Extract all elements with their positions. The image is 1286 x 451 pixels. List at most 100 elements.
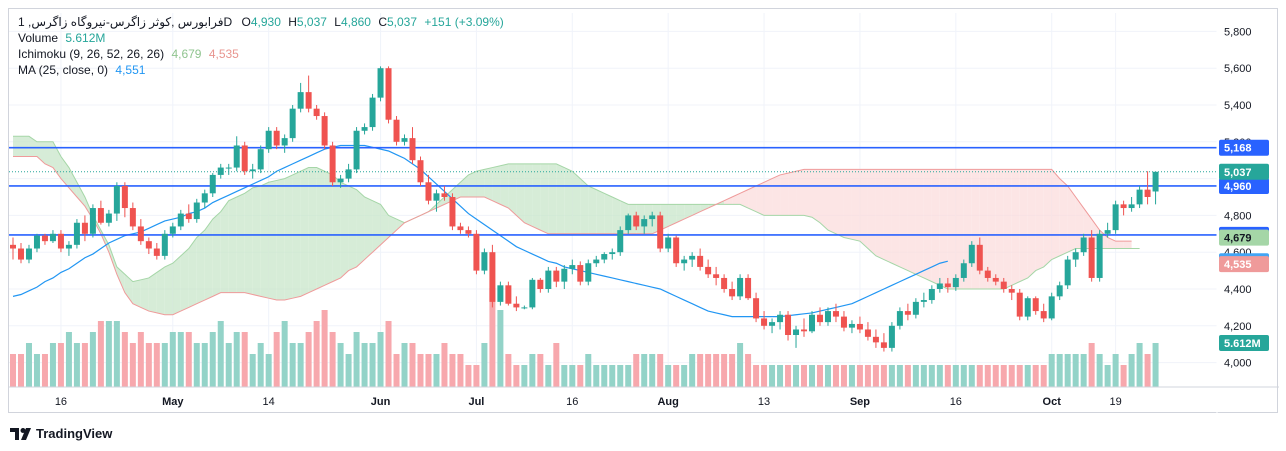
volume-bar [249, 354, 256, 387]
candle-body [968, 244, 975, 264]
volume-bar [777, 365, 784, 387]
legend-change: +151 (+3.09%) [424, 15, 504, 29]
tradingview-brand[interactable]: TradingView [10, 426, 112, 441]
volume-bar [968, 365, 975, 387]
legend-ma-row[interactable]: MA (25, close, 0) 4,551 [18, 62, 504, 78]
volume-bar [1096, 354, 1103, 387]
volume-bar [1104, 365, 1111, 387]
volume-bar [705, 354, 712, 387]
volume-bar [73, 343, 80, 387]
volume-bar [57, 343, 64, 387]
candle-body [872, 336, 879, 343]
candle-body [801, 329, 808, 332]
x-tick-label: 16 [55, 396, 67, 408]
candle-body [1000, 281, 1007, 289]
legend-volume-row[interactable]: Volume 5.612M [18, 30, 504, 46]
volume-bar [745, 354, 752, 387]
ichimoku-cloud-segment [899, 169, 908, 271]
volume-bar [529, 354, 536, 387]
volume-bar [1064, 354, 1071, 387]
ichimoku-cloud-segment [484, 167, 493, 201]
chart-frame[interactable]: 5,8005,6005,4005,2005,0004,8004,6004,400… [8, 8, 1279, 414]
x-tick-label: 16 [950, 396, 962, 408]
volume-bar [912, 365, 919, 387]
volume-bar [1072, 354, 1079, 387]
y-tick-label: 4,400 [1224, 284, 1252, 296]
y-tick-label: 4,000 [1224, 358, 1252, 370]
tradingview-logo-icon [10, 427, 31, 440]
ichimoku-cloud-segment [684, 204, 693, 220]
y-tick-label: 4,200 [1224, 321, 1252, 333]
candle-body [769, 322, 776, 326]
x-tick-label: Aug [657, 396, 678, 408]
volume-bar [729, 354, 736, 387]
ichimoku-cloud-segment [923, 169, 932, 282]
volume-bar [1144, 354, 1151, 387]
legend-ichimoku-row[interactable]: Ichimoku (9, 26, 52, 26, 26) 4,679 4,535 [18, 46, 504, 62]
volume-bar [545, 365, 552, 387]
volume-price-label-bg [1219, 335, 1269, 351]
ichimoku-cloud-segment [859, 169, 868, 249]
candle-body [1064, 259, 1071, 286]
volume-bar [441, 343, 448, 387]
ichimoku-cloud-segment [332, 174, 341, 282]
candle-body [880, 342, 887, 348]
ichimoku-cloud-segment [1059, 178, 1068, 256]
ichimoku-cloud-segment [995, 169, 1004, 289]
candle-body [960, 263, 967, 278]
ichimoku-cloud-segment [612, 197, 621, 234]
volume-bar [920, 365, 927, 387]
candle-body [633, 215, 640, 227]
candle-body [497, 285, 504, 302]
candle-body [673, 237, 680, 264]
ichimoku-cloud-segment [52, 141, 61, 179]
volume-bar [481, 343, 488, 387]
volume-bar [673, 365, 680, 387]
ichimoku-cloud-segment [44, 141, 53, 168]
candle-body [73, 222, 80, 245]
ichimoku-cloud-segment [204, 219, 213, 301]
volume-bar [816, 365, 823, 387]
volume-bar [1112, 354, 1119, 387]
ichimoku-cloud-segment [220, 200, 229, 293]
candle-body [569, 265, 576, 269]
candle-body [1080, 237, 1087, 253]
candle-body [928, 289, 935, 301]
ichimoku-cloud-segment [1027, 169, 1036, 278]
candle-body [89, 208, 96, 234]
candle-body [265, 130, 272, 150]
ichimoku-cloud-segment [516, 163, 525, 223]
volume-bar [952, 365, 959, 387]
ichimoku-cloud-segment [132, 279, 141, 308]
ichimoku-cloud-segment [476, 169, 485, 197]
volume-bar [992, 365, 999, 387]
ichimoku-cloud-segment [1035, 169, 1044, 271]
volume-bar [1056, 354, 1063, 387]
candle-body [537, 279, 544, 289]
ichimoku-cloud-segment [732, 193, 741, 205]
volume-bar [345, 354, 352, 387]
ichimoku-cloud-segment [580, 178, 589, 234]
candle-body [481, 252, 488, 271]
candle-body [761, 318, 768, 326]
volume-bar [169, 332, 176, 387]
candle-body [617, 230, 624, 253]
candle-body [1088, 237, 1095, 278]
ichimoku-cloud-segment [987, 169, 996, 289]
volume-bar [1136, 343, 1143, 387]
legend-ichimoku-label: Ichimoku (9, 26, 52, 26, 26) [18, 47, 165, 61]
legend-symbol[interactable]: 1 ,فرابورس ,کوثر زاگرس-نیروگاه زاگرسD [18, 15, 233, 29]
ichimoku-cloud-segment [508, 163, 517, 216]
volume-bar [49, 343, 56, 387]
volume-bar [369, 343, 376, 387]
candlestick-chart[interactable]: 5,8005,6005,4005,2005,0004,8004,6004,400… [9, 9, 1279, 414]
volume-bar [473, 365, 480, 387]
candle-body [816, 314, 823, 323]
ichimoku-cloud-segment [140, 277, 149, 312]
candle-body [625, 215, 632, 231]
candle-body [10, 244, 16, 249]
ichimoku-cloud-segment [748, 185, 757, 212]
volume-bar [960, 365, 967, 387]
volume-bar [297, 343, 304, 387]
candle-body [33, 235, 40, 249]
